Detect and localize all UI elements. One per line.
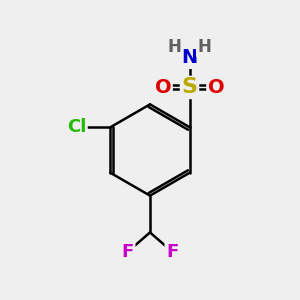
Text: S: S [182, 77, 197, 98]
Text: N: N [182, 49, 198, 68]
Text: O: O [155, 78, 171, 97]
Text: F: F [166, 243, 178, 261]
Text: O: O [208, 78, 224, 97]
Text: H: H [168, 38, 182, 56]
Text: Cl: Cl [67, 118, 86, 136]
Text: F: F [122, 243, 134, 261]
Text: H: H [197, 38, 211, 56]
